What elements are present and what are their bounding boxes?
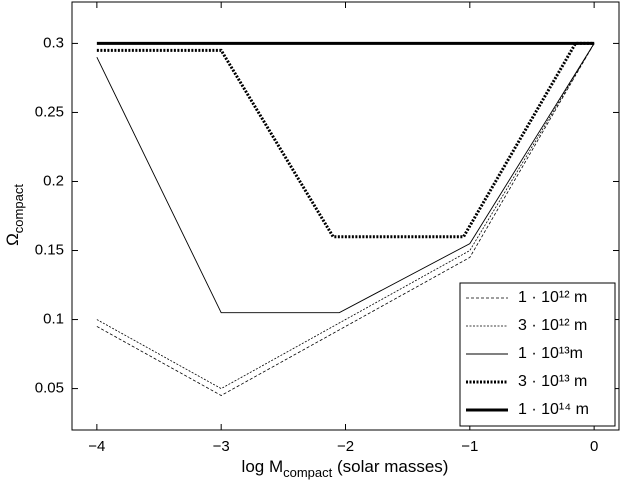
legend-label: 1 · 10¹⁴ m — [518, 401, 589, 418]
x-tick-label: −4 — [88, 438, 105, 455]
x-tick-label: 0 — [590, 438, 598, 455]
legend-label: 3 · 10¹² m — [518, 317, 587, 334]
x-tick-label: −3 — [213, 438, 230, 455]
y-tick-label: 0.05 — [35, 380, 64, 397]
series-line — [96, 41, 595, 239]
series-line — [96, 43, 595, 390]
y-label-main: Ω — [3, 233, 22, 246]
y-tick-label: 0.1 — [43, 311, 64, 328]
x-tick-label: −1 — [461, 438, 478, 455]
legend-label: 3 · 10¹³ m — [518, 373, 587, 390]
x-tick-label: −2 — [337, 438, 354, 455]
x-label-sub: compact — [283, 465, 333, 480]
x-label-main: log M — [242, 457, 284, 476]
y-label-sub: compact — [11, 184, 26, 234]
legend-label: 1 · 10¹² m — [518, 289, 587, 306]
y-tick-label: 0.15 — [35, 241, 64, 258]
y-tick-label: 0.2 — [43, 172, 64, 189]
y-tick-label: 0.25 — [35, 103, 64, 120]
series-line — [96, 43, 595, 314]
series-line — [96, 43, 595, 396]
x-label-tail: (solar masses) — [332, 457, 448, 476]
x-axis-label: log Mcompact (solar masses) — [242, 457, 449, 480]
legend-box — [459, 282, 616, 427]
y-tick-label: 0.3 — [43, 34, 64, 51]
legend-label: 1 · 10¹³m — [518, 345, 583, 362]
y-axis-label: Ωcompact — [3, 184, 26, 246]
